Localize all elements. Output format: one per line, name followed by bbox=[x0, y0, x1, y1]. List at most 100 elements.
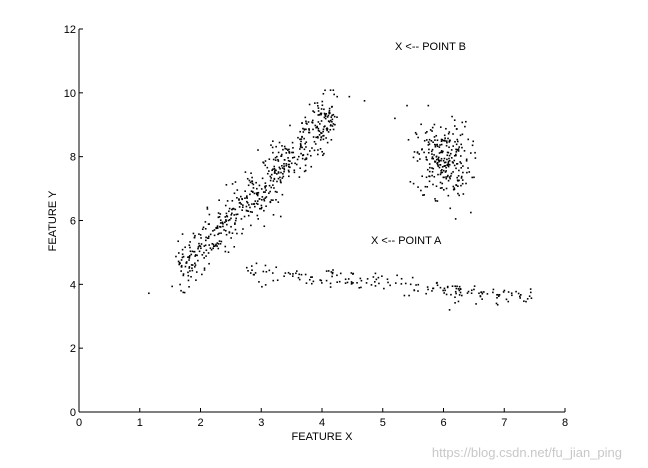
data-point bbox=[454, 290, 457, 293]
data-point bbox=[270, 199, 273, 201]
data-point bbox=[459, 134, 462, 137]
data-point bbox=[283, 145, 286, 148]
data-point bbox=[251, 180, 254, 182]
data-point bbox=[427, 151, 430, 154]
data-point bbox=[188, 267, 191, 269]
data-point bbox=[293, 171, 296, 174]
data-point bbox=[224, 245, 227, 248]
data-point bbox=[219, 222, 222, 224]
data-point bbox=[448, 157, 450, 160]
data-point bbox=[435, 185, 438, 188]
x-tick-label: 2 bbox=[197, 417, 203, 429]
data-point bbox=[288, 175, 290, 178]
data-point bbox=[188, 244, 191, 247]
data-point bbox=[251, 269, 253, 271]
data-point bbox=[204, 244, 207, 247]
data-point bbox=[303, 137, 305, 140]
data-point bbox=[187, 279, 190, 282]
data-point bbox=[241, 232, 243, 235]
data-point bbox=[299, 143, 302, 145]
data-point bbox=[318, 130, 321, 133]
data-point bbox=[529, 288, 532, 290]
data-point bbox=[496, 303, 499, 306]
data-point bbox=[444, 161, 447, 164]
data-point bbox=[434, 145, 437, 148]
data-point bbox=[317, 121, 320, 123]
data-point bbox=[336, 281, 338, 283]
data-point bbox=[231, 208, 233, 211]
data-point bbox=[292, 151, 295, 154]
data-point bbox=[319, 112, 322, 115]
data-point bbox=[453, 164, 456, 167]
data-point bbox=[210, 248, 213, 251]
data-point bbox=[301, 136, 303, 138]
data-point bbox=[231, 183, 234, 185]
data-point bbox=[303, 129, 306, 131]
data-point bbox=[432, 287, 434, 290]
data-point bbox=[319, 279, 321, 281]
data-point bbox=[427, 141, 430, 143]
data-point bbox=[481, 292, 484, 295]
data-point bbox=[300, 140, 302, 143]
data-point bbox=[232, 207, 235, 210]
data-point bbox=[276, 173, 278, 175]
data-point bbox=[274, 190, 277, 193]
data-point bbox=[199, 245, 202, 248]
data-point bbox=[442, 169, 445, 172]
data-point bbox=[295, 272, 297, 275]
data-point bbox=[220, 240, 223, 243]
data-point bbox=[456, 285, 458, 288]
data-point bbox=[456, 149, 458, 151]
data-point bbox=[218, 232, 220, 235]
data-point bbox=[325, 137, 327, 139]
data-point bbox=[418, 153, 421, 155]
data-point bbox=[322, 138, 325, 141]
data-point bbox=[328, 121, 331, 123]
data-point bbox=[497, 293, 499, 296]
x-tick-label: 0 bbox=[76, 417, 82, 429]
data-point bbox=[471, 176, 474, 179]
data-point bbox=[445, 177, 448, 180]
data-point bbox=[462, 193, 465, 195]
data-point bbox=[327, 114, 330, 117]
data-point bbox=[228, 207, 231, 210]
data-point bbox=[452, 145, 454, 147]
data-point bbox=[444, 289, 446, 292]
data-point bbox=[528, 295, 531, 297]
data-point bbox=[450, 293, 452, 296]
data-point bbox=[316, 102, 319, 104]
data-point bbox=[316, 125, 318, 128]
data-point bbox=[262, 191, 265, 193]
data-point bbox=[219, 213, 222, 215]
data-point bbox=[460, 177, 463, 179]
data-point bbox=[446, 164, 448, 166]
data-point bbox=[304, 158, 306, 161]
data-point bbox=[283, 167, 285, 170]
data-point bbox=[264, 164, 267, 167]
data-point bbox=[407, 138, 410, 141]
data-point bbox=[443, 292, 445, 294]
data-point bbox=[216, 227, 219, 229]
data-point bbox=[189, 241, 191, 243]
data-point bbox=[277, 177, 280, 180]
data-point bbox=[246, 200, 248, 203]
data-point bbox=[445, 176, 447, 178]
data-point bbox=[317, 136, 319, 139]
data-point bbox=[458, 194, 460, 197]
data-point bbox=[452, 162, 454, 164]
data-point bbox=[188, 266, 191, 268]
data-point bbox=[206, 206, 209, 209]
data-point bbox=[272, 168, 274, 171]
data-point bbox=[330, 106, 333, 108]
data-point bbox=[324, 125, 326, 127]
data-point bbox=[262, 162, 265, 164]
data-point bbox=[253, 202, 255, 205]
data-point bbox=[301, 146, 303, 149]
data-point bbox=[346, 281, 349, 284]
data-point bbox=[458, 146, 461, 148]
data-point bbox=[426, 131, 428, 133]
data-point bbox=[457, 149, 459, 151]
data-point bbox=[426, 286, 429, 288]
data-point bbox=[241, 209, 243, 211]
